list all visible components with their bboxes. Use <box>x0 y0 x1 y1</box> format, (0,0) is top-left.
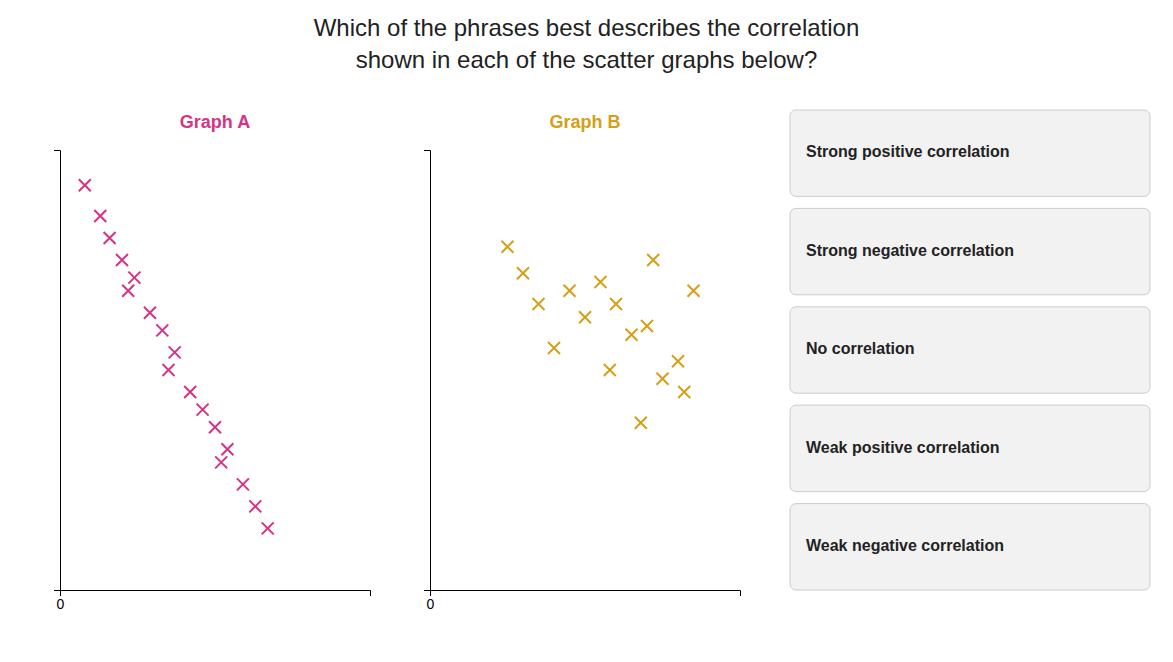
option-box <box>790 307 1150 393</box>
x-axis-line <box>61 591 371 597</box>
point <box>595 276 607 288</box>
point <box>169 346 181 358</box>
option-text: No correlation <box>806 340 914 357</box>
x-tick: 0 <box>427 590 435 612</box>
point <box>635 417 647 429</box>
point <box>688 285 700 297</box>
point <box>197 404 209 416</box>
point <box>163 364 175 376</box>
options-panel: Strong positive correlation Strong negati… <box>790 110 1150 590</box>
title: Which of the phrases best describes the … <box>314 14 860 41</box>
point <box>237 478 249 490</box>
point <box>641 320 653 332</box>
point <box>610 298 622 310</box>
point <box>184 386 196 398</box>
point <box>209 421 221 433</box>
point <box>678 386 690 398</box>
point <box>657 373 669 385</box>
x-axis-line <box>431 591 741 597</box>
point <box>249 500 261 512</box>
point <box>128 272 140 284</box>
y-axis <box>424 151 431 591</box>
point <box>116 254 128 266</box>
point <box>104 232 116 244</box>
point <box>533 298 545 310</box>
chart-root: Which of the phrases best describes the … <box>0 0 1173 662</box>
point <box>79 179 91 191</box>
option-text: Strong negative correlation <box>806 242 1014 259</box>
point <box>647 254 659 266</box>
option-box <box>790 504 1150 590</box>
x-tick-label: 0 <box>57 596 65 612</box>
x-axis: 0 <box>427 590 741 612</box>
panel-title: Graph B <box>549 112 620 132</box>
option-box <box>790 405 1150 491</box>
point <box>517 267 529 279</box>
panel-title: Graph A <box>180 112 250 132</box>
point <box>626 329 638 341</box>
point <box>579 311 591 323</box>
option-text: Strong positive correlation <box>806 143 1010 160</box>
point <box>221 443 233 455</box>
point <box>548 342 560 354</box>
point <box>564 285 576 297</box>
option-text: Weak negative correlation <box>806 537 1004 554</box>
y-axis <box>54 151 61 591</box>
y-axis-line <box>424 151 431 591</box>
points <box>79 179 274 534</box>
option-box <box>790 110 1150 196</box>
chart-panel: Graph B 0 <box>424 112 741 612</box>
chart-panel: Graph A 0 <box>54 112 371 612</box>
point <box>94 210 106 222</box>
subtitle: shown in each of the scatter graphs belo… <box>356 46 818 73</box>
point <box>502 241 514 253</box>
x-tick: 0 <box>57 590 65 612</box>
point <box>156 324 168 336</box>
point <box>122 285 134 297</box>
y-axis-line <box>54 151 61 591</box>
points <box>502 241 700 429</box>
x-tick-label: 0 <box>427 596 435 612</box>
option-text: Weak positive correlation <box>806 439 1000 456</box>
point <box>672 355 684 367</box>
point <box>604 364 616 376</box>
point <box>144 307 156 319</box>
x-axis: 0 <box>57 590 371 612</box>
point <box>262 522 274 534</box>
point <box>215 456 227 468</box>
option-box <box>790 208 1150 294</box>
